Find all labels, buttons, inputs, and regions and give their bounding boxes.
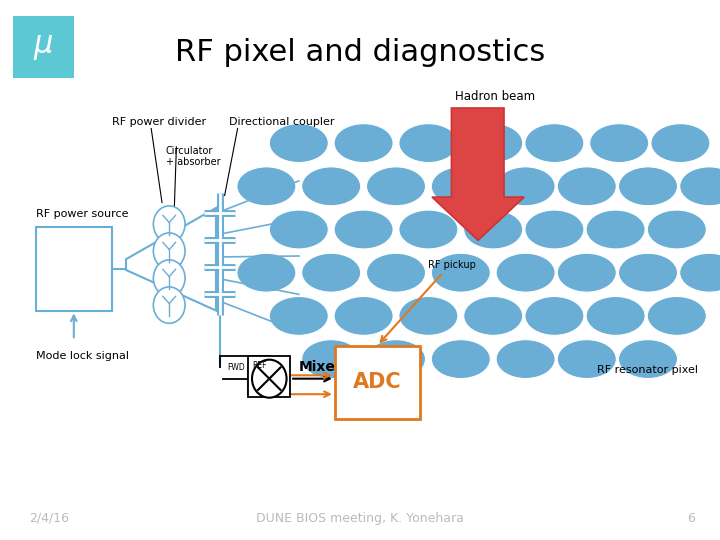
- Text: REF: REF: [252, 361, 266, 370]
- Ellipse shape: [366, 253, 426, 292]
- Ellipse shape: [153, 260, 185, 296]
- Ellipse shape: [153, 233, 185, 269]
- Ellipse shape: [464, 210, 523, 249]
- Ellipse shape: [557, 167, 616, 206]
- Ellipse shape: [269, 296, 328, 335]
- Ellipse shape: [334, 124, 393, 163]
- Text: 2/4/16: 2/4/16: [29, 512, 69, 525]
- Ellipse shape: [269, 124, 328, 163]
- Ellipse shape: [618, 340, 678, 379]
- Ellipse shape: [590, 124, 649, 163]
- Ellipse shape: [496, 253, 555, 292]
- Ellipse shape: [525, 124, 584, 163]
- Polygon shape: [126, 208, 216, 310]
- Ellipse shape: [153, 287, 185, 323]
- Ellipse shape: [399, 124, 458, 163]
- Ellipse shape: [680, 253, 720, 292]
- Ellipse shape: [399, 296, 458, 335]
- Ellipse shape: [618, 167, 678, 206]
- Polygon shape: [432, 108, 524, 240]
- Bar: [13, 16, 74, 78]
- Ellipse shape: [525, 210, 584, 249]
- Ellipse shape: [618, 253, 678, 292]
- Bar: [335, 346, 420, 418]
- Ellipse shape: [557, 253, 616, 292]
- Text: FWD: FWD: [227, 363, 245, 372]
- Text: RF resonator pixel: RF resonator pixel: [598, 365, 698, 375]
- Bar: [36, 227, 112, 310]
- Text: 6: 6: [687, 512, 695, 525]
- Ellipse shape: [586, 296, 645, 335]
- Text: RF power source: RF power source: [36, 208, 128, 219]
- Ellipse shape: [153, 206, 185, 242]
- Ellipse shape: [464, 296, 523, 335]
- Ellipse shape: [237, 253, 296, 292]
- Ellipse shape: [431, 253, 490, 292]
- Ellipse shape: [496, 167, 555, 206]
- Ellipse shape: [680, 167, 720, 206]
- Ellipse shape: [302, 253, 361, 292]
- Text: RF power divider: RF power divider: [112, 117, 206, 127]
- Ellipse shape: [647, 296, 706, 335]
- Ellipse shape: [302, 340, 361, 379]
- Text: $\mu$: $\mu$: [33, 33, 53, 62]
- Text: Circulator
+ absorber: Circulator + absorber: [166, 146, 220, 167]
- Ellipse shape: [302, 167, 361, 206]
- Text: Hadron beam: Hadron beam: [455, 90, 535, 103]
- Ellipse shape: [399, 210, 458, 249]
- Ellipse shape: [334, 210, 393, 249]
- Text: DUNE BIOS meeting, K. Yonehara: DUNE BIOS meeting, K. Yonehara: [256, 512, 464, 525]
- Ellipse shape: [237, 167, 296, 206]
- Ellipse shape: [525, 296, 584, 335]
- Ellipse shape: [651, 124, 710, 163]
- Ellipse shape: [366, 340, 426, 379]
- Ellipse shape: [366, 167, 426, 206]
- Ellipse shape: [586, 210, 645, 249]
- Ellipse shape: [269, 210, 328, 249]
- Ellipse shape: [496, 340, 555, 379]
- Ellipse shape: [431, 167, 490, 206]
- Text: Mode lock signal: Mode lock signal: [36, 351, 129, 361]
- Ellipse shape: [647, 210, 706, 249]
- Ellipse shape: [252, 360, 287, 397]
- Ellipse shape: [431, 340, 490, 379]
- Text: ADC: ADC: [353, 372, 402, 392]
- Ellipse shape: [557, 340, 616, 379]
- Text: Directional coupler: Directional coupler: [229, 117, 335, 127]
- Text: Mixer: Mixer: [299, 360, 343, 374]
- Text: RF pixel and diagnostics: RF pixel and diagnostics: [175, 38, 545, 67]
- Text: RF pickup: RF pickup: [428, 260, 476, 270]
- Bar: [248, 356, 290, 397]
- Ellipse shape: [464, 124, 523, 163]
- Ellipse shape: [334, 296, 393, 335]
